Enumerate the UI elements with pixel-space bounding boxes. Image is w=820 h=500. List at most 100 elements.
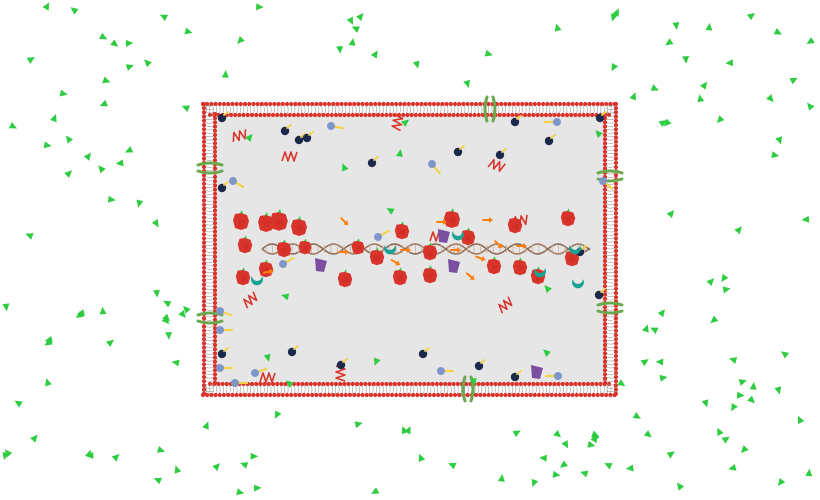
lipid-head	[613, 349, 619, 354]
lipid-head	[518, 381, 523, 387]
channel-half	[196, 169, 224, 175]
lipid-head	[613, 379, 619, 384]
lipid-head	[296, 381, 301, 387]
lipid-head	[212, 166, 218, 171]
nascent-peptide	[537, 266, 540, 270]
ribosome-detail	[342, 277, 349, 283]
ribosome-detail	[374, 255, 381, 261]
lipid-head	[381, 392, 386, 398]
lipid-head	[602, 191, 608, 196]
lipid-head	[212, 368, 218, 373]
lipid-head	[613, 118, 619, 123]
lipid-head	[448, 101, 453, 107]
lipid-head	[613, 202, 619, 207]
lipid-head	[373, 392, 378, 398]
lipid-tail	[204, 152, 215, 155]
lipid-head	[608, 392, 613, 398]
lipid-head	[333, 112, 339, 118]
lipid-head	[585, 381, 591, 387]
lipid-head	[543, 112, 549, 118]
lipid-head	[430, 112, 435, 118]
lipid-head	[245, 112, 250, 118]
lipid-head	[335, 101, 340, 107]
purple-enzyme-body	[438, 229, 450, 243]
nascent-peptide	[265, 212, 268, 216]
lipid-head	[212, 263, 218, 268]
lipid-head	[613, 337, 619, 342]
lipid-tail	[586, 104, 588, 115]
ribosome	[392, 267, 408, 286]
lipid-head	[552, 112, 557, 118]
lipid-head	[289, 392, 294, 398]
navy-protein	[544, 134, 556, 146]
lipid-head	[266, 112, 271, 118]
orange-shaft	[465, 272, 474, 279]
lipid-head	[602, 376, 608, 381]
lipid-head	[234, 392, 239, 398]
ribosome	[351, 238, 365, 255]
lipid-head	[392, 381, 397, 387]
yellow-tag	[308, 131, 314, 136]
blue-head	[229, 177, 237, 185]
orange-arrow-molecule	[475, 255, 486, 262]
lipid-head	[201, 122, 207, 128]
lipid-head	[602, 342, 608, 348]
teal-protein	[534, 268, 546, 278]
nascent-peptide	[304, 238, 307, 242]
lipid-head	[535, 381, 540, 387]
lipid-head	[613, 240, 619, 245]
lipid-head	[490, 392, 495, 398]
lipid-head	[201, 345, 207, 350]
navy-protein	[367, 156, 379, 168]
navy-protein-body	[544, 136, 554, 146]
lipid-head	[417, 112, 423, 118]
lipid-head	[373, 101, 378, 107]
orange-head	[523, 243, 527, 249]
lipid-head	[443, 112, 448, 118]
lipid-head	[443, 381, 448, 387]
lipid-head	[212, 221, 218, 226]
lipid-head	[570, 101, 575, 107]
lipid-head	[212, 137, 218, 142]
orange-head	[269, 268, 274, 275]
lipid-tail	[514, 384, 517, 395]
lipid-head	[560, 381, 565, 387]
lipid-head	[207, 381, 213, 387]
lipid-head	[591, 101, 596, 107]
lipid-head	[249, 112, 255, 118]
lipid-head	[201, 118, 207, 123]
lipid-head	[602, 326, 608, 331]
lipid-head	[440, 392, 445, 398]
lipid-head	[602, 334, 608, 339]
lipid-head	[613, 106, 619, 111]
lipid-head	[507, 101, 512, 107]
lipid-head	[524, 392, 529, 398]
lipid-head	[468, 112, 473, 118]
lipid-head	[541, 101, 546, 107]
lipid-head	[339, 392, 344, 398]
lipid-head	[602, 204, 608, 209]
navy-protein	[453, 145, 465, 157]
lipid-head	[602, 246, 608, 251]
lipid-head	[602, 347, 608, 352]
lipid-head	[510, 381, 515, 387]
lipid-head	[444, 392, 449, 398]
lipid-head	[501, 381, 507, 387]
lipid-head	[585, 112, 591, 118]
lollipop-receptor	[216, 307, 233, 317]
lipid-head	[405, 381, 410, 387]
lipid-head	[375, 112, 381, 118]
lipid-head	[342, 112, 347, 118]
lipid-head	[493, 381, 498, 387]
lipid-head	[201, 257, 207, 262]
lipid-head	[553, 101, 558, 107]
orange-head	[457, 247, 461, 253]
yellow-tag	[516, 370, 522, 375]
mrna-squiggle	[513, 214, 528, 227]
lipid-head	[212, 242, 218, 247]
lipid-head	[212, 124, 218, 129]
lipid-head	[613, 374, 619, 380]
lipid-head	[201, 337, 207, 342]
lipid-head	[591, 392, 596, 398]
lipid-head	[581, 112, 586, 118]
